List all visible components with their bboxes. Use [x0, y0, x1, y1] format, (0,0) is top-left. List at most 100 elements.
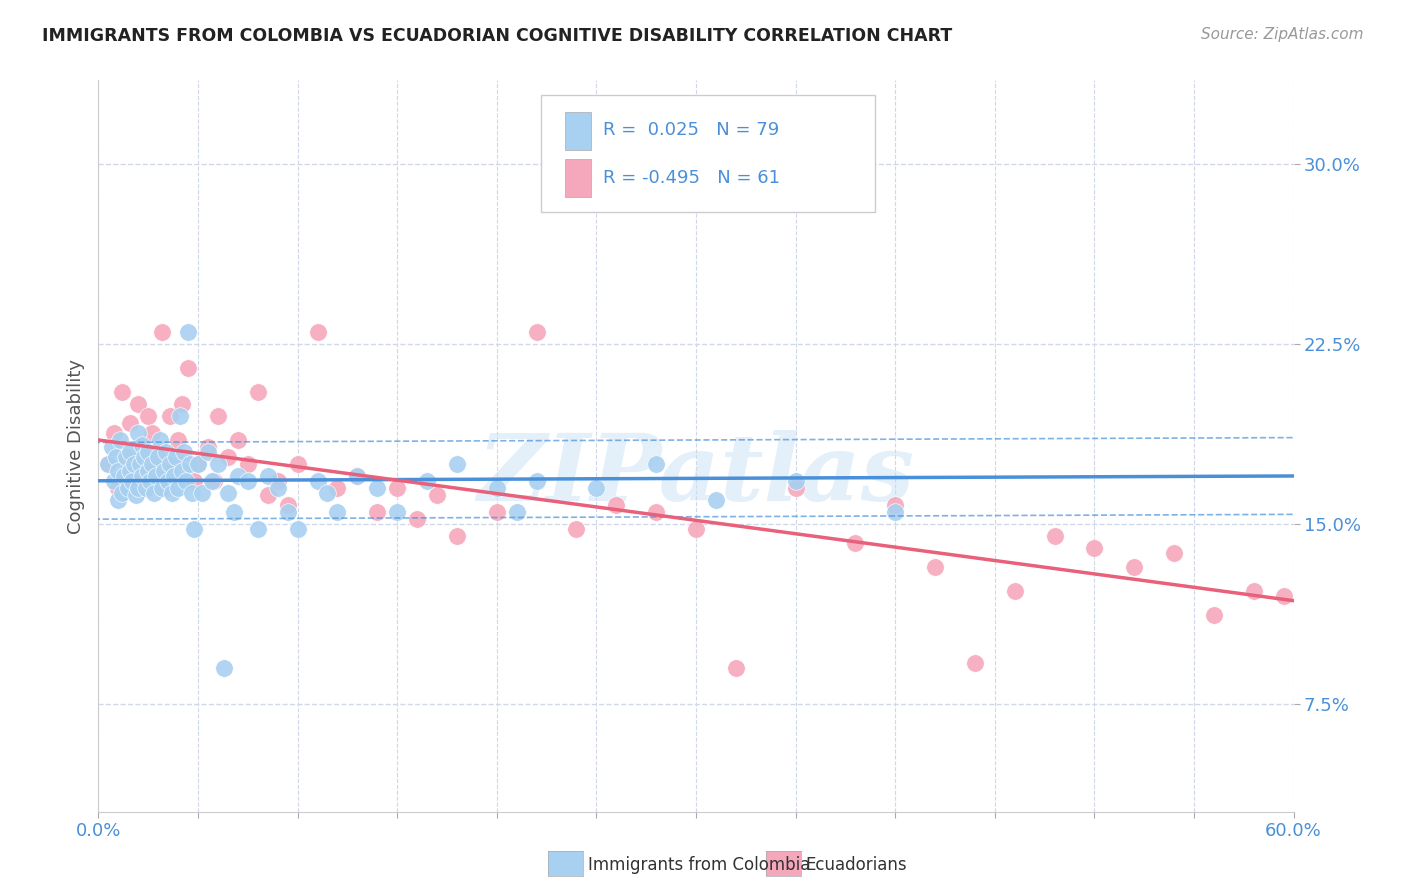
Point: [174, 474, 197, 488]
Point: [187, 457, 209, 471]
Point: [127, 425, 149, 440]
Point: [148, 450, 170, 464]
Point: [149, 433, 172, 447]
Point: [963, 656, 986, 670]
Point: [685, 522, 707, 536]
Point: [131, 469, 153, 483]
Point: [366, 505, 388, 519]
Point: [179, 457, 201, 471]
Point: [159, 457, 181, 471]
Point: [1272, 589, 1295, 603]
Point: [97, 457, 120, 471]
Point: [135, 457, 157, 471]
Point: [117, 481, 139, 495]
Point: [217, 450, 239, 464]
Point: [141, 425, 163, 440]
Point: [565, 522, 588, 536]
Text: R = -0.495   N = 61: R = -0.495 N = 61: [603, 169, 780, 186]
Point: [165, 450, 187, 464]
Point: [167, 433, 190, 447]
Text: Source: ZipAtlas.com: Source: ZipAtlas.com: [1201, 27, 1364, 42]
Point: [1202, 608, 1225, 623]
Point: [256, 488, 278, 502]
Point: [197, 440, 219, 454]
Point: [163, 457, 186, 471]
Point: [1243, 584, 1265, 599]
Point: [645, 505, 668, 519]
Point: [131, 438, 153, 452]
Point: [201, 474, 224, 488]
Text: Immigrants from Colombia: Immigrants from Colombia: [588, 856, 810, 874]
Point: [287, 457, 309, 471]
Point: [120, 445, 142, 459]
Point: [97, 457, 120, 471]
Point: [172, 397, 194, 411]
Point: [1123, 560, 1146, 574]
Point: [226, 469, 249, 483]
Point: [120, 416, 142, 430]
Point: [125, 488, 148, 502]
Point: [129, 457, 152, 471]
Point: [181, 485, 204, 500]
Point: [207, 457, 229, 471]
Point: [157, 474, 180, 488]
Text: IMMIGRANTS FROM COLOMBIA VS ECUADORIAN COGNITIVE DISABILITY CORRELATION CHART: IMMIGRANTS FROM COLOMBIA VS ECUADORIAN C…: [42, 27, 952, 45]
Point: [202, 474, 225, 488]
Point: [645, 457, 668, 471]
Point: [844, 536, 866, 550]
Point: [105, 450, 128, 464]
Point: [485, 481, 508, 495]
Point: [585, 481, 607, 495]
Point: [287, 522, 309, 536]
Point: [267, 474, 290, 488]
Point: [136, 464, 159, 478]
Point: [385, 481, 409, 495]
Point: [135, 481, 157, 495]
Point: [197, 445, 219, 459]
Point: [117, 450, 139, 464]
Point: [207, 409, 229, 423]
Point: [222, 505, 245, 519]
Point: [111, 385, 134, 400]
FancyBboxPatch shape: [565, 112, 591, 150]
Point: [127, 481, 149, 495]
Point: [163, 469, 186, 483]
Point: [155, 481, 177, 495]
Point: [191, 485, 214, 500]
Point: [124, 474, 146, 488]
Point: [256, 469, 278, 483]
Point: [605, 498, 627, 512]
Point: [121, 474, 143, 488]
Point: [145, 469, 167, 483]
Point: [143, 485, 166, 500]
Point: [160, 485, 183, 500]
Point: [136, 445, 159, 459]
Point: [307, 474, 329, 488]
Point: [226, 433, 249, 447]
Point: [307, 325, 329, 339]
Point: [884, 505, 907, 519]
Point: [385, 505, 409, 519]
Point: [236, 474, 259, 488]
Point: [177, 361, 200, 376]
Point: [124, 457, 146, 471]
Point: [134, 450, 156, 464]
Point: [1004, 584, 1026, 599]
Point: [107, 481, 129, 495]
Point: [110, 433, 132, 447]
Y-axis label: Cognitive Disability: Cognitive Disability: [66, 359, 84, 533]
Point: [127, 397, 149, 411]
Point: [172, 464, 194, 478]
Point: [1083, 541, 1105, 555]
Point: [724, 661, 747, 675]
Point: [131, 440, 153, 454]
Point: [526, 325, 548, 339]
FancyBboxPatch shape: [565, 160, 591, 197]
Point: [924, 560, 946, 574]
Point: [150, 481, 173, 495]
Point: [326, 481, 349, 495]
Text: Ecuadorians: Ecuadorians: [806, 856, 907, 874]
Point: [150, 325, 173, 339]
Point: [426, 488, 449, 502]
Point: [101, 440, 124, 454]
